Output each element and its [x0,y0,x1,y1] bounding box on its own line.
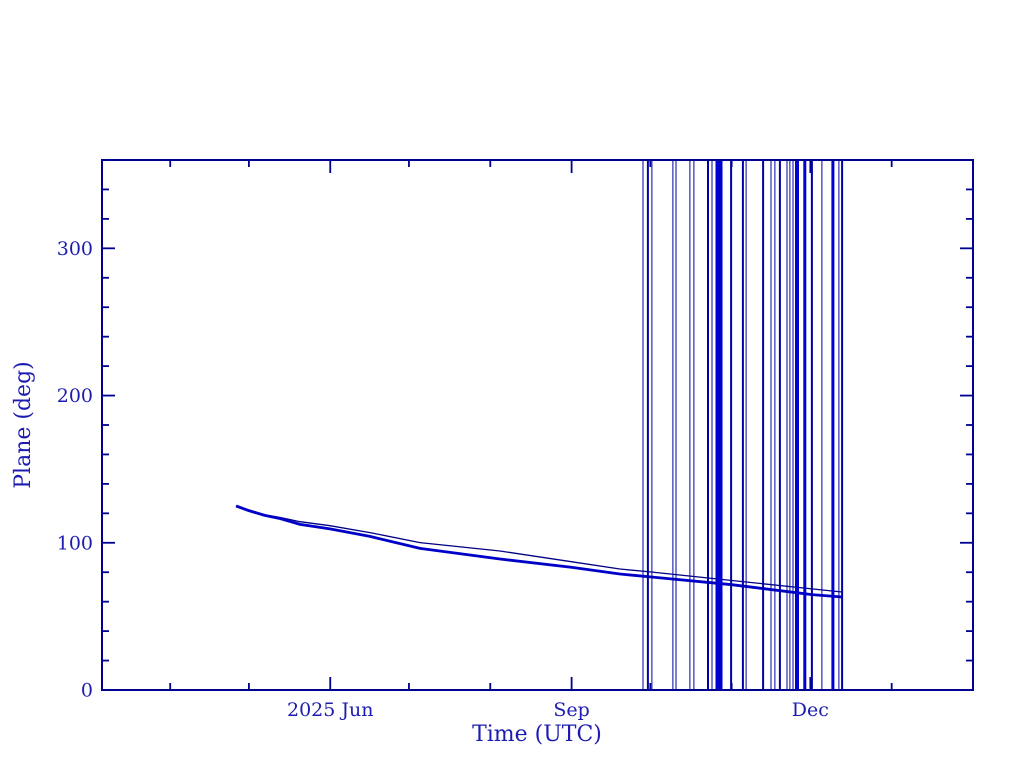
series-plane-angle-upper [235,505,843,593]
y-tick-label: 200 [57,385,93,407]
x-axis-title: Time (UTC) [472,722,602,747]
y-axis-title: Plane (deg) [11,361,36,489]
x-tick-label: 2025 Jun [287,699,373,721]
x-tick-label: Sep [553,699,589,721]
x-tick-label: Dec [792,699,829,721]
series-plane-angle-lower [235,504,843,599]
y-tick-label: 100 [57,532,93,554]
y-tick-label: 300 [57,238,93,260]
y-tick-label: 0 [81,680,93,702]
